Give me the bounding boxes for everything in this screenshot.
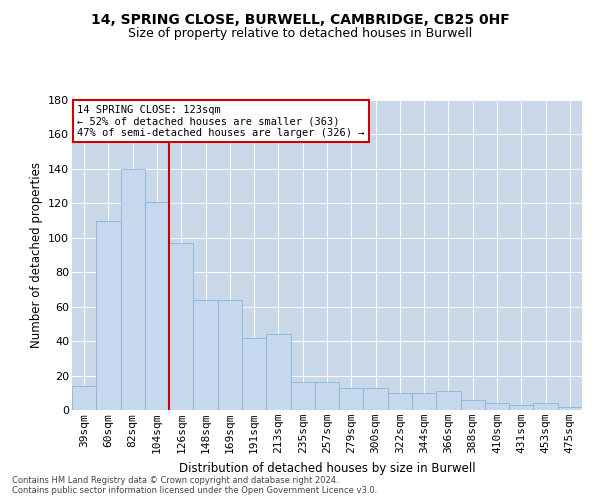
Bar [72,386,96,410]
Bar [218,300,242,410]
Bar [436,391,461,410]
Bar [315,382,339,410]
Bar [96,220,121,410]
X-axis label: Distribution of detached houses by size in Burwell: Distribution of detached houses by size … [179,462,475,474]
Bar [145,202,169,410]
Bar [364,388,388,410]
Bar [461,400,485,410]
Bar [412,393,436,410]
Bar [266,334,290,410]
Bar [193,300,218,410]
Bar [290,382,315,410]
Bar [242,338,266,410]
Bar [121,169,145,410]
Bar [485,403,509,410]
Bar [509,405,533,410]
Bar [558,406,582,410]
Bar [339,388,364,410]
Text: 14 SPRING CLOSE: 123sqm
← 52% of detached houses are smaller (363)
47% of semi-d: 14 SPRING CLOSE: 123sqm ← 52% of detache… [77,104,365,138]
Bar [533,403,558,410]
Text: 14, SPRING CLOSE, BURWELL, CAMBRIDGE, CB25 0HF: 14, SPRING CLOSE, BURWELL, CAMBRIDGE, CB… [91,12,509,26]
Text: Contains HM Land Registry data © Crown copyright and database right 2024.
Contai: Contains HM Land Registry data © Crown c… [12,476,377,495]
Text: Size of property relative to detached houses in Burwell: Size of property relative to detached ho… [128,28,472,40]
Y-axis label: Number of detached properties: Number of detached properties [29,162,43,348]
Bar [388,393,412,410]
Bar [169,243,193,410]
